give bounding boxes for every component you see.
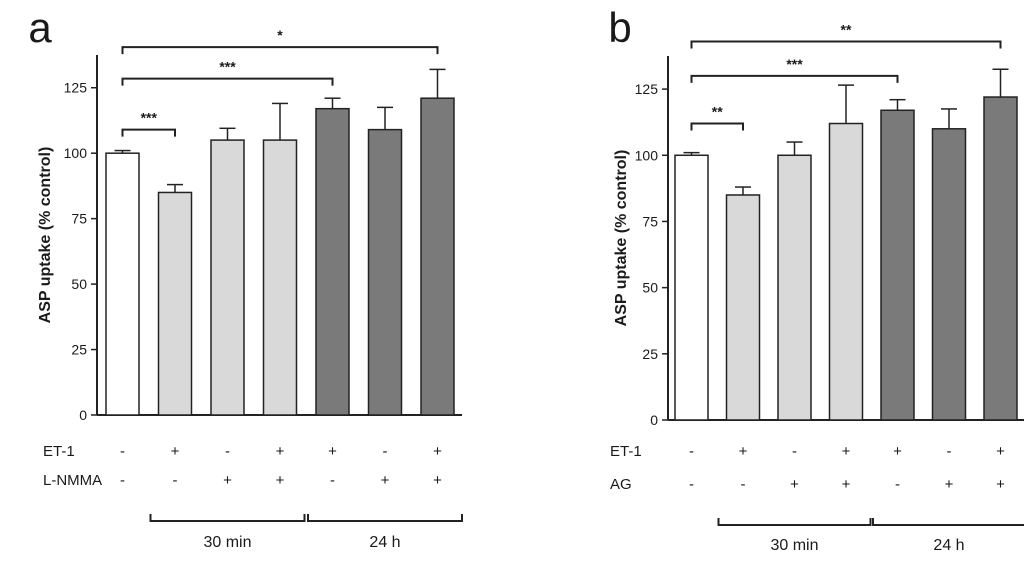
condition-sign: + [433,472,442,489]
significance-label: *** [786,56,803,72]
y-tick-label: 25 [71,342,87,358]
bar [931,128,967,421]
bar [828,122,864,421]
condition-sign: - [330,472,335,489]
bar [262,139,298,416]
condition-sign: + [223,472,232,489]
bar [983,96,1018,421]
condition-sign: - [120,472,125,489]
bar [420,97,455,416]
condition-sign: + [739,443,748,460]
group-bracket [149,514,306,522]
condition-sign: + [893,443,902,460]
y-tick-label: 125 [635,81,659,97]
condition-label: L-NMMA [43,472,102,489]
significance-label: *** [219,59,236,75]
significance-bracket [121,46,439,55]
y-tick-label: 50 [642,280,658,296]
y-tick-label: 100 [64,145,88,161]
bar [367,128,403,416]
significance-bracket [690,74,899,83]
group-label: 24 h [369,534,400,551]
condition-sign: + [276,443,285,460]
group-label: 24 h [933,537,964,554]
condition-sign: + [996,476,1005,493]
y-tick-label: 125 [64,80,88,96]
condition-sign: - [792,443,797,460]
condition-label: ET-1 [610,443,642,460]
y-tick-label: 25 [642,346,658,362]
bar [674,154,709,421]
y-tick-label: 75 [71,211,87,227]
group-label: 30 min [770,537,818,554]
group-bracket [872,518,1024,526]
bar [777,154,812,421]
panel-label: b [608,4,631,51]
significance-bracket [690,40,1002,49]
bar [725,194,761,421]
condition-sign: - [689,443,694,460]
bar [210,139,245,416]
significance-bracket [121,128,176,137]
significance-label: ** [712,104,723,120]
condition-label: ET-1 [43,443,75,460]
y-tick-label: 75 [642,213,658,229]
condition-sign: - [947,443,952,460]
condition-sign: - [741,476,746,493]
group-bracket [717,518,872,526]
condition-sign: + [276,472,285,489]
y-axis-label: ASP uptake (% control) [613,150,630,327]
significance-bracket [121,77,334,86]
condition-sign: + [790,476,799,493]
condition-sign: - [895,476,900,493]
condition-sign: - [120,443,125,460]
panel-label: a [28,4,52,51]
significance-label: * [277,27,283,43]
condition-sign: - [173,472,178,489]
group-label: 30 min [203,534,251,551]
bar [880,109,915,421]
condition-sign: + [945,476,954,493]
condition-sign: + [381,472,390,489]
significance-bracket [690,122,744,131]
condition-sign: + [171,443,180,460]
y-tick-label: 0 [650,412,658,428]
condition-sign: - [689,476,694,493]
condition-sign: + [842,476,851,493]
y-tick-label: 0 [79,407,87,423]
significance-label: *** [141,110,158,126]
bar [315,107,350,416]
bar [157,191,193,416]
bar [105,152,140,416]
condition-sign: - [225,443,230,460]
condition-sign: + [433,443,442,460]
condition-sign: + [328,443,337,460]
condition-sign: + [996,443,1005,460]
significance-label: ** [841,21,852,37]
y-axis-label: ASP uptake (% control) [37,147,54,324]
condition-sign: - [383,443,388,460]
group-bracket [307,514,463,522]
y-tick-label: 100 [635,147,659,163]
y-tick-label: 50 [71,276,87,292]
condition-sign: + [842,443,851,460]
condition-label: AG [610,476,632,493]
